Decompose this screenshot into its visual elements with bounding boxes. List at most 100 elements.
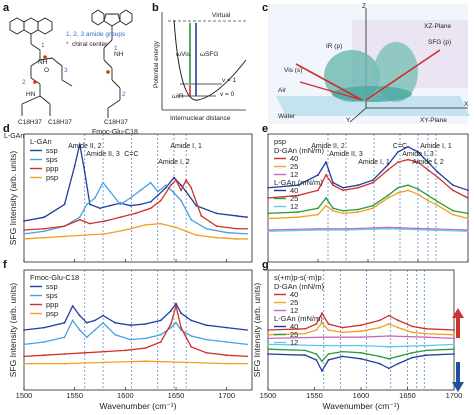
data-point: [63, 235, 66, 238]
data-point: [144, 347, 147, 349]
legend-title: Fmoc-Glu-C18: [30, 273, 79, 282]
data-point: [452, 184, 454, 187]
chiral-star-icon: *: [66, 41, 69, 48]
data-point: [297, 184, 299, 187]
data-point: [327, 353, 330, 355]
data-point: [195, 204, 198, 207]
data-point: [453, 329, 455, 331]
data-point: [342, 212, 344, 215]
data-point: [235, 215, 238, 217]
data-point: [378, 326, 381, 329]
amide-legend: 1, 2, 3 amide groups: [66, 31, 126, 38]
water-surface: [276, 96, 470, 116]
data-point: [102, 314, 104, 317]
data-point: [180, 184, 182, 187]
data-point: [387, 163, 389, 166]
data-point: [317, 174, 319, 176]
data-point: [388, 323, 390, 325]
data-point: [417, 151, 419, 153]
data-point: [134, 212, 137, 215]
data-point: [425, 332, 427, 335]
legend-entry: 40: [290, 290, 298, 299]
data-point: [235, 238, 238, 240]
data-point: [175, 226, 177, 229]
data-point: [467, 197, 469, 199]
data-point: [411, 356, 414, 359]
panel-c-label: c: [262, 2, 268, 14]
data-point: [321, 360, 323, 363]
data-point: [327, 329, 330, 331]
data-point: [246, 216, 248, 219]
data-point: [397, 355, 400, 358]
data-point: [149, 200, 152, 203]
data-point: [388, 357, 390, 360]
x-tick-label: 1500: [260, 391, 277, 400]
data-point: [267, 230, 269, 233]
legend-title: s(+m)p-s(-m)p: [274, 273, 322, 282]
annotation-label: Amide II, 2: [68, 143, 102, 150]
legend-entry: 40: [290, 322, 298, 331]
data-point: [452, 213, 454, 216]
data-point: [180, 312, 182, 315]
data-point: [388, 314, 390, 317]
amide-number-2: 2: [22, 79, 26, 86]
data-point: [139, 189, 142, 192]
data-point: [378, 319, 381, 322]
data-point: [78, 329, 81, 331]
mol2-amide-1: 1: [114, 45, 118, 52]
data-point: [144, 323, 147, 325]
data-point: [63, 336, 66, 339]
data-point: [267, 229, 269, 231]
data-point: [397, 319, 400, 322]
data-point: [225, 231, 228, 234]
ir-beam: [295, 63, 363, 101]
annotation-label: Amide I, 2: [158, 159, 190, 166]
data-point: [387, 226, 389, 229]
data-point: [195, 234, 198, 237]
data-point: [83, 234, 86, 237]
series-line: [23, 222, 247, 240]
data-point: [170, 326, 172, 329]
data-point: [23, 355, 25, 358]
data-point: [63, 362, 66, 365]
data-point: [297, 194, 299, 197]
ir-label: IR (p): [326, 43, 342, 50]
data-point: [94, 319, 96, 322]
series-line: [23, 144, 248, 222]
data-point: [417, 188, 419, 190]
annotation-label: Amide I, 2: [412, 159, 444, 166]
data-point: [407, 184, 409, 187]
data-point: [322, 344, 325, 347]
data-point: [102, 321, 104, 324]
data-point: [427, 168, 429, 171]
data-point: [315, 353, 318, 355]
data-point: [453, 333, 455, 336]
data-point: [388, 367, 390, 370]
data-point: [342, 209, 344, 212]
data-point: [144, 223, 147, 226]
data-point: [267, 217, 269, 220]
data-point: [144, 360, 147, 363]
data-point: [225, 354, 228, 357]
w-ir-label: ωIR: [172, 93, 184, 100]
series-line: [267, 189, 469, 220]
data-point: [190, 335, 193, 337]
data-point: [411, 351, 414, 354]
up-arrow-icon: [452, 308, 464, 338]
data-point: [159, 333, 162, 336]
data-point: [205, 227, 208, 230]
data-point: [23, 220, 25, 222]
xy-plane-label: XY-Plane: [420, 117, 447, 124]
data-point: [104, 350, 106, 353]
chart-g: 1500 1550 1600 1650 1700 s(+m)p-s(-m)pD-GAn (…: [252, 269, 462, 411]
data-point: [43, 354, 46, 357]
sfg-beam: [365, 49, 441, 101]
data-point: [357, 184, 359, 187]
data-point: [317, 189, 319, 192]
vis-beam: [299, 81, 363, 101]
x-axis-title: Wavenumber (cm⁻¹): [100, 401, 177, 411]
legend-entry: 25: [290, 330, 298, 339]
y-axis-title: SFG Intensity (arb. units): [252, 283, 262, 378]
potential-curve: [173, 19, 247, 101]
